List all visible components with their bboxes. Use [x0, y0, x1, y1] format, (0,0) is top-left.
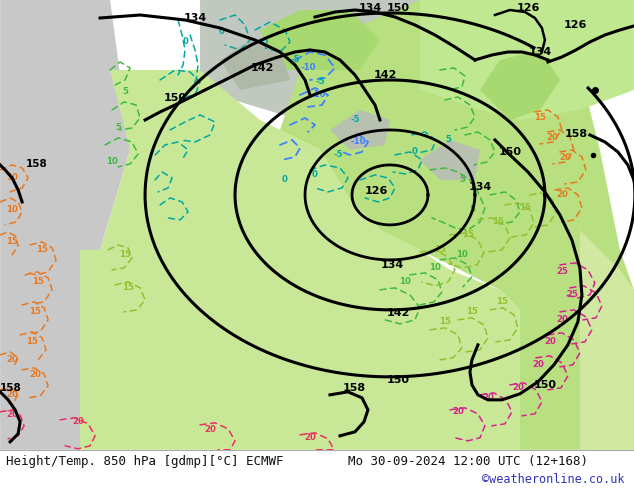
Text: 15: 15: [496, 297, 508, 306]
Polygon shape: [260, 10, 380, 70]
Text: 158: 158: [565, 129, 588, 139]
Text: 126: 126: [365, 186, 387, 196]
Text: 0: 0: [219, 27, 225, 36]
Polygon shape: [280, 0, 634, 450]
Text: 142: 142: [373, 70, 397, 80]
Text: 0: 0: [412, 147, 418, 156]
Text: 20: 20: [556, 316, 568, 324]
Text: 10: 10: [6, 205, 18, 215]
Text: 134: 134: [528, 47, 552, 57]
Text: 134: 134: [358, 3, 382, 13]
Text: 20: 20: [452, 407, 464, 416]
Text: 10: 10: [429, 264, 441, 272]
Text: Mo 30-09-2024 12:00 UTC (12+168): Mo 30-09-2024 12:00 UTC (12+168): [348, 455, 588, 468]
Text: Height/Temp. 850 hPa [gdmp][°C] ECMWF: Height/Temp. 850 hPa [gdmp][°C] ECMWF: [6, 455, 283, 468]
Text: 20: 20: [204, 425, 216, 434]
Text: 5: 5: [445, 135, 451, 145]
Polygon shape: [200, 0, 420, 120]
Text: 142: 142: [386, 308, 410, 318]
Text: -5: -5: [315, 77, 325, 86]
Text: 15: 15: [29, 307, 41, 317]
Text: 10: 10: [399, 277, 411, 286]
Text: ©weatheronline.co.uk: ©weatheronline.co.uk: [482, 473, 624, 487]
Text: 5: 5: [459, 175, 465, 184]
Text: -5: -5: [333, 150, 343, 159]
Text: 150: 150: [533, 380, 557, 390]
Text: 15: 15: [462, 230, 474, 240]
Text: 20: 20: [482, 393, 494, 402]
Text: 5: 5: [469, 205, 475, 215]
Text: 20: 20: [544, 337, 556, 346]
Text: 0: 0: [183, 37, 189, 47]
Polygon shape: [0, 0, 130, 450]
Polygon shape: [480, 50, 560, 120]
Text: 5: 5: [122, 87, 128, 97]
Text: 150: 150: [164, 93, 186, 103]
Polygon shape: [220, 40, 290, 90]
Text: 0: 0: [282, 175, 288, 184]
Text: 20: 20: [6, 391, 18, 399]
Text: -10: -10: [350, 137, 366, 147]
Text: 20: 20: [29, 370, 41, 379]
Text: 20: 20: [6, 355, 18, 365]
Text: 15: 15: [492, 218, 504, 226]
Text: 150: 150: [498, 147, 521, 157]
Text: 134: 134: [380, 260, 404, 270]
Text: 20: 20: [559, 153, 571, 163]
Polygon shape: [80, 70, 520, 450]
Text: 15: 15: [32, 277, 44, 286]
Text: 15: 15: [519, 203, 531, 213]
Text: 20: 20: [6, 410, 18, 419]
Text: 20: 20: [512, 383, 524, 392]
Text: 20: 20: [304, 433, 316, 442]
Text: 158: 158: [26, 159, 48, 169]
Text: 20: 20: [546, 133, 558, 143]
Text: 10: 10: [6, 173, 18, 182]
Text: 20: 20: [556, 191, 568, 199]
Text: 15: 15: [122, 283, 134, 293]
Text: 150: 150: [387, 3, 410, 13]
Text: 25: 25: [566, 291, 578, 299]
Text: 15: 15: [534, 114, 546, 122]
Text: 0: 0: [312, 171, 318, 179]
Text: 142: 142: [250, 63, 274, 73]
Text: -5: -5: [350, 116, 359, 124]
Polygon shape: [420, 140, 480, 180]
Text: -5: -5: [290, 55, 300, 65]
Polygon shape: [580, 230, 634, 450]
Text: 158: 158: [0, 383, 22, 393]
Text: 126: 126: [516, 3, 540, 13]
Text: 15: 15: [119, 250, 131, 259]
Polygon shape: [330, 110, 390, 150]
Text: 134: 134: [469, 182, 491, 192]
Text: 15: 15: [434, 245, 446, 254]
Text: 20: 20: [72, 417, 84, 426]
Text: 15: 15: [466, 307, 478, 317]
Text: 15: 15: [439, 318, 451, 326]
Text: 10: 10: [456, 250, 468, 259]
Text: -10: -10: [301, 64, 316, 73]
Text: 15: 15: [6, 237, 18, 246]
Text: 25: 25: [556, 268, 568, 276]
Text: -5: -5: [259, 37, 269, 47]
Polygon shape: [420, 0, 634, 120]
Text: 134: 134: [183, 13, 207, 23]
Text: -10: -10: [310, 91, 326, 99]
Text: 20: 20: [532, 360, 544, 369]
Text: 15: 15: [26, 337, 38, 346]
Text: 158: 158: [342, 383, 366, 393]
Text: 5: 5: [115, 123, 121, 132]
Text: 126: 126: [563, 20, 586, 30]
Text: 15: 15: [36, 245, 48, 254]
Text: 10: 10: [106, 157, 118, 167]
Text: 150: 150: [387, 375, 410, 385]
